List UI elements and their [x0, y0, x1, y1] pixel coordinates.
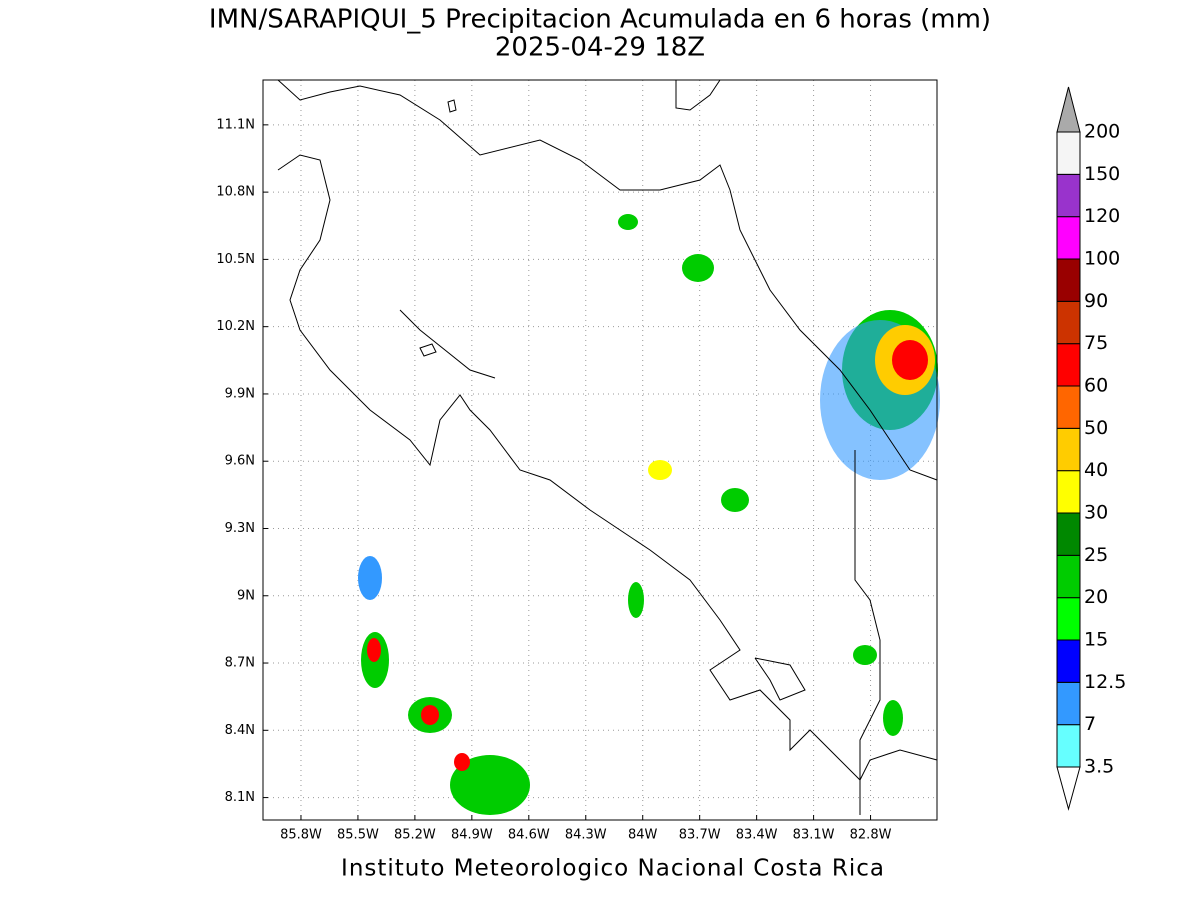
- rain-area: [358, 556, 382, 600]
- x-tick-label: 82.8W: [850, 828, 892, 843]
- colorbar: 3.5 7 12.5 15 20 25 30 40 50 60 75 90 100 120 150 200: [1056, 86, 1126, 811]
- border: [854, 450, 881, 815]
- colorbar-label: 90: [1084, 290, 1108, 312]
- x-tick-label: 84W: [628, 828, 658, 843]
- colorbar-under: [1056, 766, 1081, 811]
- colorbar-bin: [1056, 597, 1081, 641]
- coastlines: [277, 79, 938, 815]
- y-tick-label: 8.1N: [225, 790, 255, 805]
- x-tick-label: 83.7W: [679, 828, 721, 843]
- colorbar-label: 30: [1084, 502, 1108, 524]
- y-tick-label: 9.6N: [225, 454, 255, 469]
- colorbar-label: 40: [1084, 459, 1108, 481]
- rain-area: [648, 460, 672, 480]
- colorbar-bin: [1056, 131, 1081, 175]
- rain-area: [421, 705, 439, 725]
- colorbar-label: 7: [1084, 713, 1096, 735]
- coastline: [754, 657, 806, 701]
- y-tick-label: 10.5N: [216, 252, 255, 267]
- island: [447, 99, 457, 113]
- colorbar-bin: [1056, 258, 1081, 302]
- rain-area: [892, 340, 928, 380]
- colorbar-label: 12.5: [1084, 671, 1126, 693]
- lake: [419, 343, 437, 357]
- precipitation-field: [358, 214, 940, 815]
- colorbar-label: 75: [1084, 332, 1108, 354]
- colorbar-over: [1056, 86, 1081, 133]
- coastline: [399, 309, 496, 379]
- colorbar-label: 100: [1084, 248, 1120, 270]
- colorbar-label: 25: [1084, 544, 1108, 566]
- y-tick-label: 9N: [237, 588, 255, 603]
- colorbar-label: 15: [1084, 629, 1108, 651]
- colorbar-label: 60: [1084, 375, 1108, 397]
- x-tick-label: 83.4W: [736, 828, 778, 843]
- rain-area: [682, 254, 714, 282]
- coastline: [277, 154, 938, 781]
- y-tick-label: 11.1N: [216, 117, 255, 132]
- rain-area: [618, 214, 638, 230]
- colorbar-label: 200: [1084, 121, 1120, 143]
- colorbar-bin: [1056, 554, 1081, 599]
- colorbar-bin: [1056, 300, 1081, 345]
- rain-area: [450, 755, 530, 815]
- coastline: [675, 79, 721, 111]
- colorbar-label: 150: [1084, 163, 1120, 185]
- colorbar-bin: [1056, 681, 1081, 726]
- colorbar-label: 3.5: [1084, 756, 1114, 778]
- title: IMN/SARAPIQUI_5 Precipitacion Acumulada …: [209, 5, 991, 35]
- colorbar-bin: [1056, 173, 1081, 218]
- x-tick-label: 85.2W: [394, 828, 436, 843]
- rain-area: [883, 700, 903, 736]
- colorbar-label: 20: [1084, 586, 1108, 608]
- coastline: [277, 79, 938, 481]
- rain-area: [853, 645, 877, 665]
- rain-area: [721, 488, 749, 512]
- colorbar-label: 50: [1084, 417, 1108, 439]
- rain-area: [628, 582, 644, 618]
- x-tick-label: 84.3W: [565, 828, 607, 843]
- x-tick-label: 85.8W: [280, 828, 322, 843]
- y-tick-label: 10.2N: [216, 319, 255, 334]
- colorbar-bin: [1056, 512, 1081, 556]
- plot-frame: [262, 79, 938, 821]
- colorbar-bin: [1056, 343, 1081, 387]
- colorbar-bin: [1056, 216, 1081, 260]
- colorbar-bin: [1056, 724, 1081, 768]
- y-tick-label: 10.8N: [216, 185, 255, 200]
- subtitle: 2025-04-29 18Z: [495, 33, 705, 63]
- y-tick-label: 9.3N: [225, 521, 255, 536]
- x-tick-label: 84.6W: [508, 828, 550, 843]
- rain-area: [367, 638, 381, 662]
- colorbar-bin: [1056, 639, 1081, 683]
- y-tick-label: 8.7N: [225, 656, 255, 671]
- colorbar-bin: [1056, 470, 1081, 514]
- x-tick-label: 84.9W: [451, 828, 493, 843]
- x-tick-label: 85.5W: [337, 828, 379, 843]
- x-tick-label: 83.1W: [793, 828, 835, 843]
- rain-area: [454, 753, 470, 771]
- colorbar-label: 120: [1084, 205, 1120, 227]
- colorbar-bin: [1056, 385, 1081, 429]
- footer: Instituto Meteorologico Nacional Costa R…: [341, 856, 885, 882]
- y-tick-label: 8.4N: [225, 723, 255, 738]
- y-tick-label: 9.9N: [225, 386, 255, 401]
- colorbar-bin: [1056, 427, 1081, 472]
